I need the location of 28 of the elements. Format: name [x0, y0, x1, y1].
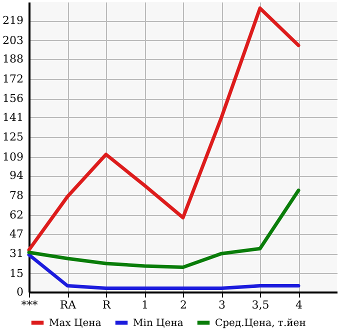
y-tick-label: 62 [10, 208, 24, 222]
x-tick-label: 2 [180, 298, 187, 312]
x-tick-label: 4 [296, 298, 302, 312]
y-tick-label: 156 [2, 92, 24, 106]
x-tick-label: 3,5 [252, 298, 270, 312]
y-tick-label: 78 [10, 188, 24, 202]
y-tick-label: 0 [16, 286, 24, 298]
legend-label: Max Цена [49, 318, 102, 329]
legend-label: Сред.Цена, т.йен [215, 318, 306, 329]
y-tick-label: 15 [10, 266, 24, 280]
y-tick-label: 203 [2, 34, 24, 47]
x-tick-label: R [102, 298, 112, 312]
y-tick-label: 47 [10, 227, 24, 240]
x-tick-label: RA [60, 298, 78, 312]
y-tick-label: 31 [10, 247, 24, 260]
line-series [27, 188, 300, 269]
y-tick-label: 94 [10, 169, 24, 182]
x-tick-label: *** [21, 298, 38, 312]
y-tick-label: 109 [2, 150, 24, 164]
y-tick-label: 219 [2, 14, 24, 28]
y-tick-label: 125 [2, 130, 24, 144]
x-tick-label: 3 [218, 298, 226, 312]
y-tick-label: 141 [2, 110, 24, 124]
line-series [27, 6, 300, 252]
y-tick-label: 188 [2, 52, 24, 66]
y-tick-label: 172 [2, 72, 24, 86]
legend-label: Min Цена [133, 318, 184, 329]
x-tick-label: 1 [142, 298, 148, 312]
